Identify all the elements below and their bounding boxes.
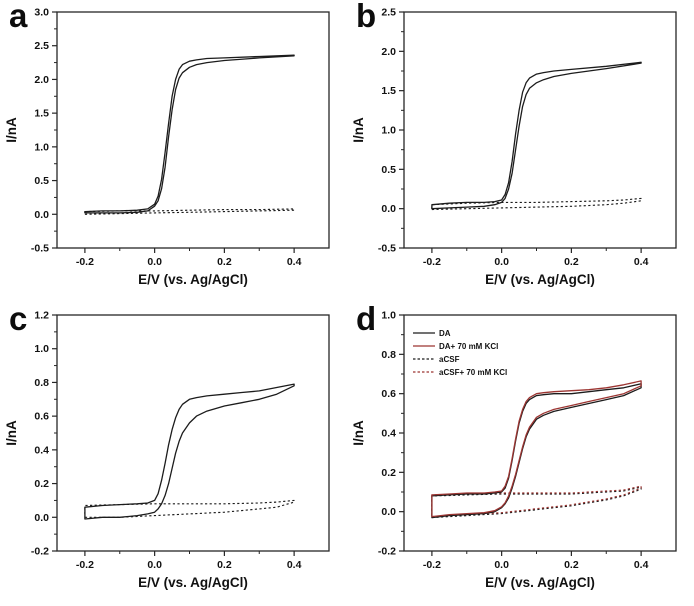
- x-tick-label: 0.4: [634, 559, 649, 571]
- y-tick-label: 0.4: [381, 428, 396, 440]
- y-tick-label: -0.2: [31, 546, 49, 558]
- y-tick-label: 0.0: [381, 506, 396, 518]
- x-tick-label: 0.4: [634, 256, 649, 268]
- y-tick-label: 0.0: [381, 203, 396, 215]
- y-tick-label: 1.5: [381, 85, 396, 97]
- x-tick-label: 0.0: [147, 559, 162, 571]
- curve-acsf-70-mm-kcl: [431, 485, 642, 518]
- panel-c: -0.2 0.0 0.2 0.4 -0.2 0.0 0.2 0.4 0.6 0.8 1.0 1.2 E/…: [0, 300, 347, 606]
- curve-cv-dashed: [84, 208, 295, 215]
- curve-cv-dashed: [431, 197, 642, 211]
- y-tick-label: 0.0: [34, 209, 49, 221]
- y-axis-label: I/nA: [351, 420, 366, 446]
- y-tick-label: 0.2: [34, 478, 49, 490]
- panel-d-letter: d: [356, 300, 377, 337]
- panel-a: -0.2 0.0 0.2 0.4 -0.5 0.0 0.5 1.0 1.5 2.0 2.5 3.0 E/…: [0, 0, 347, 303]
- x-tick-label: 0.2: [564, 559, 579, 571]
- y-tick-label: 2.5: [381, 7, 396, 19]
- y-tick-label: 2.0: [34, 74, 49, 86]
- plot-frame: [403, 11, 677, 249]
- x-axis-label: E/V (vs. Ag/AgCl): [138, 272, 248, 287]
- y-axis-label: I/nA: [351, 117, 366, 143]
- panel-b-letter: b: [356, 0, 377, 34]
- panel-c-chart: -0.2 0.0 0.2 0.4 -0.2 0.0 0.2 0.4 0.6 0.8 1.0 1.2 E/…: [4, 310, 330, 590]
- y-tick-label: 3.0: [34, 7, 49, 19]
- legend-label-2: DA+ 70 mM KCl: [439, 342, 498, 351]
- x-axis-label: E/V (vs. Ag/AgCl): [138, 575, 248, 590]
- y-tick-label: 1.0: [381, 310, 396, 322]
- x-tick-label: -0.2: [76, 559, 94, 571]
- y-tick-label: 0.6: [381, 388, 396, 400]
- plot-frame: [56, 314, 330, 552]
- panel-d-chart: -0.2 0.0 0.2 0.4 -0.2 0.0 0.2 0.4 0.6 0.8 1.0 E/V (…: [351, 310, 677, 590]
- curve-cv-solid: [431, 61, 642, 210]
- y-tick-label: 0.5: [34, 175, 49, 187]
- legend-label-3: aCSF: [439, 355, 460, 364]
- x-tick-label: 0.4: [287, 256, 302, 268]
- y-tick-label: 0.8: [34, 377, 49, 389]
- y-tick-label: -0.5: [31, 243, 49, 255]
- x-tick-label: -0.2: [423, 559, 441, 571]
- y-tick-label: 1.0: [34, 343, 49, 355]
- panel-b-chart: -0.2 0.0 0.2 0.4 -0.5 0.0 0.5 1.0 1.5 2.0 2.5 E/V (…: [351, 7, 677, 287]
- x-tick-label: 0.4: [287, 559, 302, 571]
- y-tick-label: 1.0: [381, 125, 396, 137]
- x-tick-label: 0.0: [494, 559, 509, 571]
- x-axis-label: E/V (vs. Ag/AgCl): [485, 575, 595, 590]
- y-axis-label: I/nA: [4, 117, 19, 143]
- y-tick-label: 0.5: [381, 164, 396, 176]
- curve-acsf: [431, 486, 642, 519]
- curve-da: [431, 383, 642, 519]
- curve-cv-solid: [84, 54, 295, 214]
- legend-label-1: DA: [439, 329, 451, 338]
- y-tick-label: 0.2: [381, 467, 396, 479]
- panel-c-letter: c: [9, 300, 28, 337]
- x-tick-label: 0.0: [494, 256, 509, 268]
- y-tick-label: 1.0: [34, 141, 49, 153]
- legend-label-4: aCSF+ 70 mM KCl: [439, 368, 507, 377]
- x-tick-label: 0.2: [217, 256, 232, 268]
- curve-cv-dashed: [84, 499, 295, 518]
- curve-cv-solid: [84, 383, 295, 520]
- x-axis-label: E/V (vs. Ag/AgCl): [485, 272, 595, 287]
- y-tick-label: -0.5: [378, 243, 396, 255]
- y-tick-label: -0.2: [378, 546, 396, 558]
- panel-a-chart: -0.2 0.0 0.2 0.4 -0.5 0.0 0.5 1.0 1.5 2.0 2.5 3.0 E/…: [4, 7, 330, 287]
- y-tick-label: 0.8: [381, 349, 396, 361]
- y-tick-label: 2.5: [34, 40, 49, 52]
- y-axis-label: I/nA: [4, 420, 19, 446]
- panel-d: -0.2 0.0 0.2 0.4 -0.2 0.0 0.2 0.4 0.6 0.8 1.0 E/V (…: [347, 300, 694, 606]
- curve-da-70-mm-kcl: [431, 380, 642, 518]
- legend: DA DA+ 70 mM KCl aCSF aCSF+ 70 mM KCl: [413, 329, 507, 377]
- y-tick-label: 0.0: [34, 512, 49, 524]
- panel-a-letter: a: [9, 0, 28, 34]
- y-tick-label: 0.4: [34, 444, 49, 456]
- x-tick-label: -0.2: [76, 256, 94, 268]
- x-tick-label: 0.0: [147, 256, 162, 268]
- y-tick-label: 2.0: [381, 46, 396, 58]
- y-tick-label: 1.5: [34, 108, 49, 120]
- x-tick-label: 0.2: [217, 559, 232, 571]
- y-tick-label: 1.2: [34, 310, 49, 322]
- x-tick-label: 0.2: [564, 256, 579, 268]
- panel-b: -0.2 0.0 0.2 0.4 -0.5 0.0 0.5 1.0 1.5 2.0 2.5 E/V (…: [347, 0, 694, 303]
- y-tick-label: 0.6: [34, 411, 49, 423]
- x-tick-label: -0.2: [423, 256, 441, 268]
